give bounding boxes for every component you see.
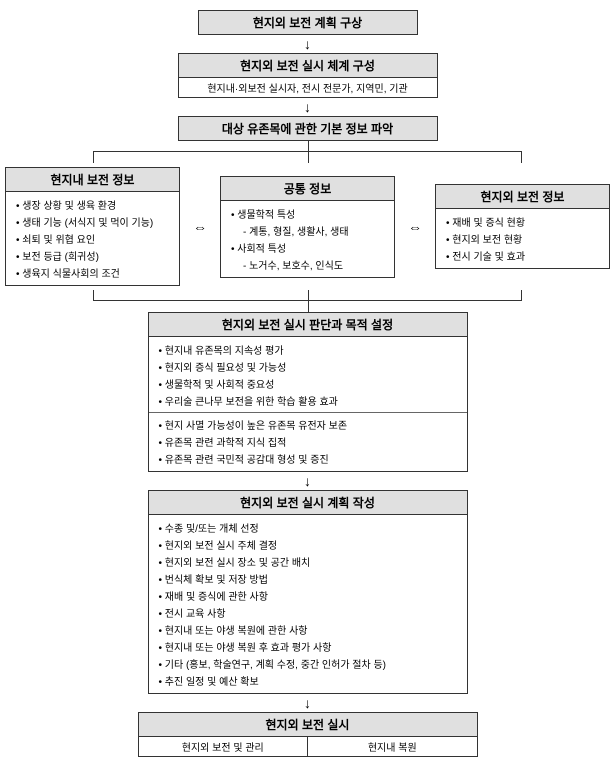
step2-sub: 현지내·외보전 실시자, 전시 전문가, 지역민, 기관 [178,78,438,98]
insitu-info-box: 현지내 보전 정보 생장 상황 및 생육 환경 생태 기능 (서식지 및 먹이 … [5,167,180,286]
exsitu-title: 현지외 보전 정보 [435,184,610,209]
list-item: 현지내 유존목의 지속성 평가 [159,341,457,358]
step2-title: 현지외 보전 실시 체계 구성 [178,53,438,78]
step3-title: 대상 유존목에 관한 기본 정보 파악 [178,116,438,141]
step6-right: 현지내 복원 [307,737,478,757]
step4-title: 현지외 보전 실시 판단과 목적 설정 [148,312,468,337]
exsitu-info-box: 현지외 보전 정보 재배 및 증식 현황 현지외 보전 현황 전시 기술 및 효… [435,184,610,269]
list-item: 추진 일정 및 예산 확보 [159,672,457,689]
list-item: 전시 기술 및 효과 [446,247,599,264]
list-item: 유존목 관련 국민적 공감대 형성 및 증진 [159,450,457,467]
list-item: 우리술 큰나무 보전을 위한 학습 활용 효과 [159,392,457,409]
list-item: 현지내 또는 야생 복원 후 효과 평가 사항 [159,638,457,655]
double-arrow-icon: ⇔ [404,219,426,235]
list-item: 쇠퇴 및 위협 요인 [16,230,169,247]
list-item: 기타 (홍보, 학술연구, 계획 수정, 중간 인허가 절차 등) [159,655,457,672]
list-item: 사회적 특성 [231,239,384,256]
common-info-box: 공통 정보 생물학적 특성 계통, 형질, 생활사, 생태 사회적 특성 노거수… [220,176,395,278]
list-item: 수종 및/또는 개체 선정 [159,519,457,536]
info-row: 현지내 보전 정보 생장 상황 및 생육 환경 생태 기능 (서식지 및 먹이 … [5,167,610,286]
insitu-title: 현지내 보전 정보 [5,167,180,192]
arrow-down-icon: ↓ [304,696,311,710]
step5-title: 현지외 보전 실시 계획 작성 [148,490,468,515]
list-item: 재배 및 증식에 관한 사항 [159,587,457,604]
list-item: 생물학적 및 사회적 중요성 [159,375,457,392]
list-item: 생육지 식물사회의 조건 [16,264,169,281]
list-item: 현지내 또는 야생 복원에 관한 사항 [159,621,457,638]
arrow-down-icon: ↓ [304,474,311,488]
list-item: 전시 교육 사항 [159,604,457,621]
list-item: 보전 등급 (희귀성) [16,247,169,264]
arrow-down-icon: ↓ [304,37,311,51]
list-item: 생장 상황 및 생육 환경 [16,196,169,213]
list-item: 번식체 확보 및 저장 방법 [159,570,457,587]
step6-left: 현지외 보전 및 관리 [138,737,308,757]
list-item: 현지외 보전 실시 장소 및 공간 배치 [159,553,457,570]
list-item: 현지외 보전 실시 주체 결정 [159,536,457,553]
list-item: 생물학적 특성 [231,205,384,222]
list-item: 현지외 보전 현황 [446,230,599,247]
list-item: 생태 기능 (서식지 및 먹이 기능) [16,213,169,230]
arrow-down-icon: ↓ [304,100,311,114]
list-item: 현지 사멸 가능성이 높은 유존목 유전자 보존 [159,416,457,433]
list-subitem: 계통, 형질, 생활사, 생태 [231,222,384,239]
step6-title: 현지외 보전 실시 [138,712,478,737]
list-item: 유존목 관련 과학적 지식 집적 [159,433,457,450]
common-title: 공통 정보 [220,176,395,201]
list-subitem: 노거수, 보호수, 인식도 [231,256,384,273]
double-arrow-icon: ⇔ [189,219,211,235]
list-item: 재배 및 증식 현황 [446,213,599,230]
list-item: 현지외 증식 필요성 및 가능성 [159,358,457,375]
step1-title: 현지외 보전 계획 구상 [198,10,418,35]
